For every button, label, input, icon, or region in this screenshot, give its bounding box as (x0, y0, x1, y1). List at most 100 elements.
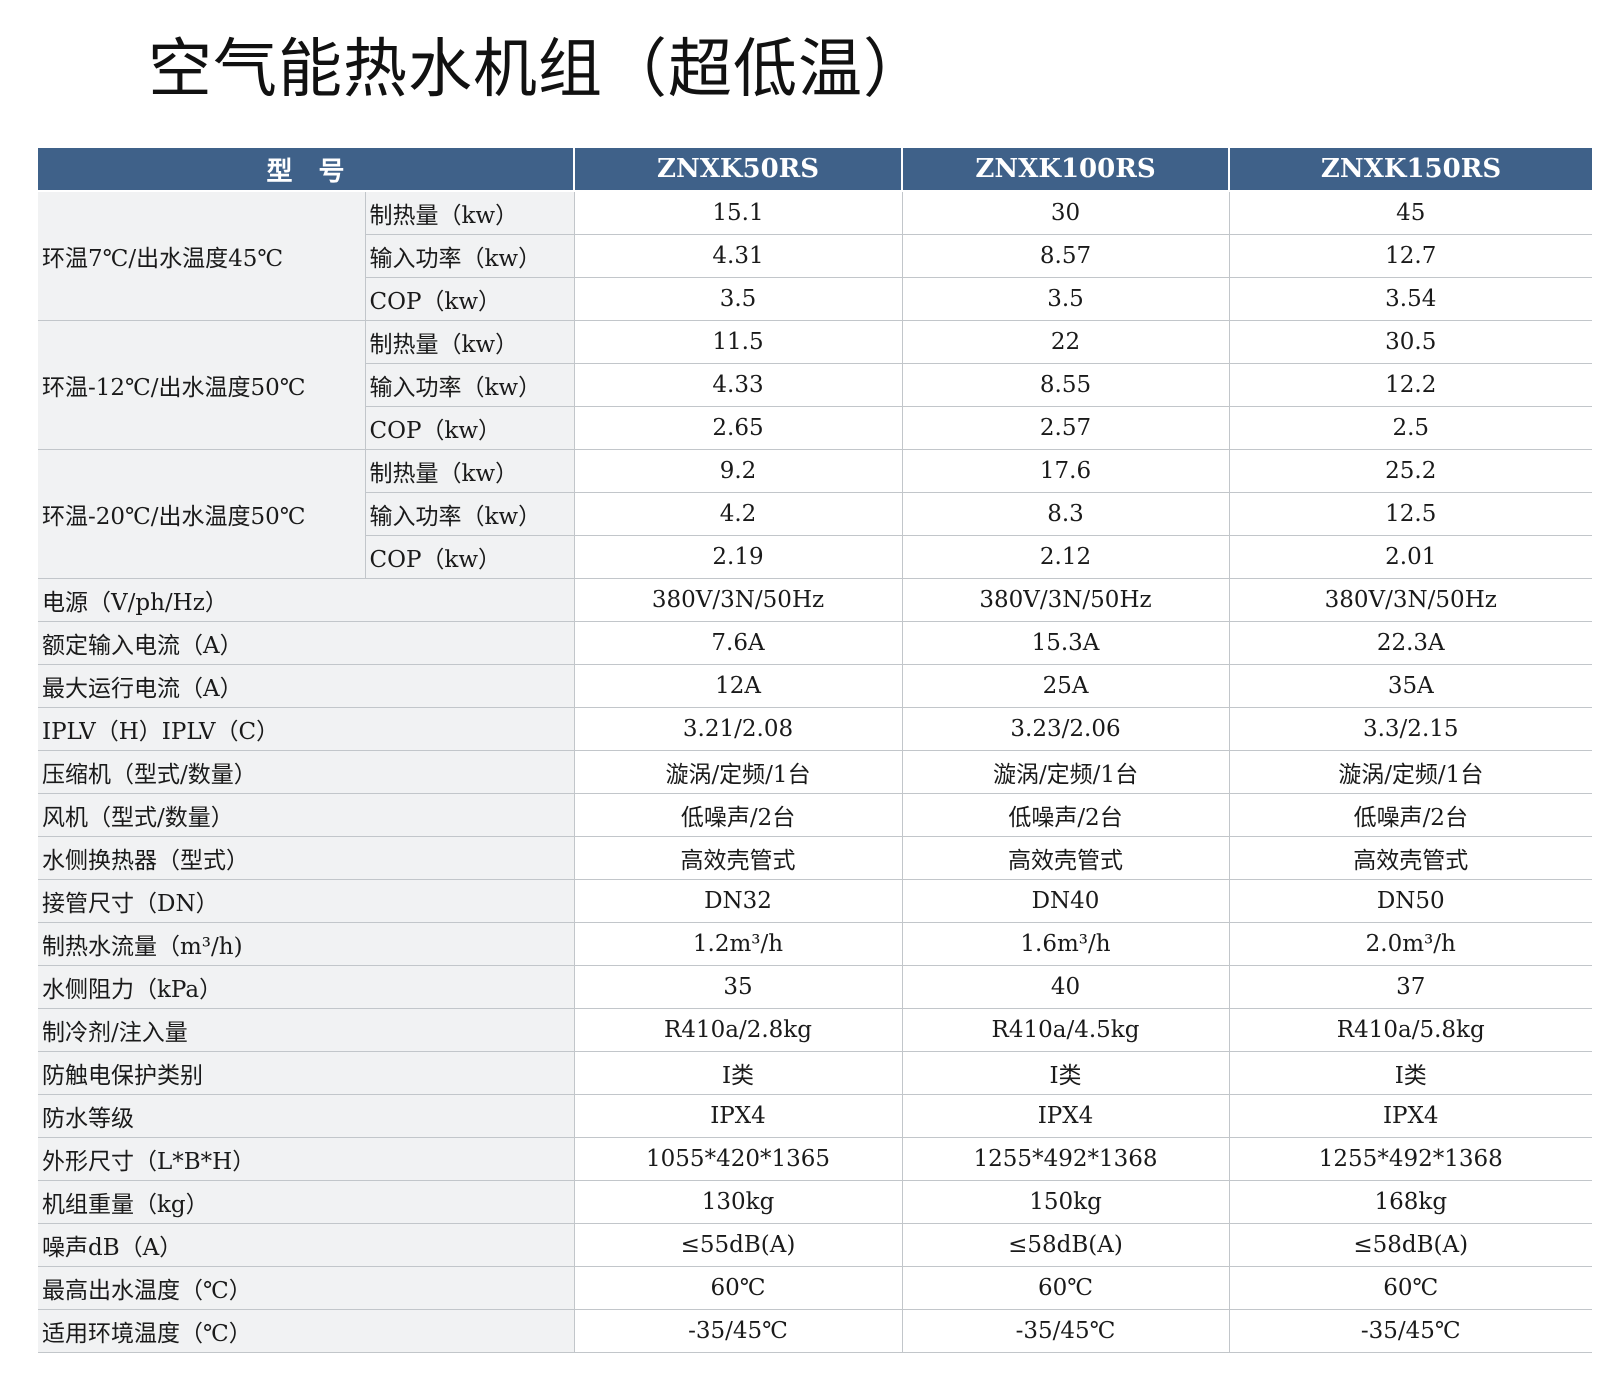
parameter-label: 制冷剂/注入量 (38, 1008, 575, 1052)
table-row: 环温7℃/出水温度45℃ 制热量（kw） 15.1 30 45 (38, 191, 1593, 321)
value-cell: 3.3/2.15 (1229, 707, 1593, 751)
value-cell: I类 (1229, 1051, 1593, 1095)
header-row: 型 号 ZNXK50RS ZNXK100RS ZNXK150RS (38, 148, 1593, 192)
parameter-label: 制热量（kw） (365, 191, 575, 235)
value-cell: ≤58dB(A) (902, 1223, 1230, 1267)
parameter-label: 输入功率（kw） (365, 492, 575, 536)
value-cell: 3.5 (574, 277, 903, 321)
parameter-label: 接管尺寸（DN） (38, 879, 575, 923)
value-cell: 22.3A (1229, 621, 1593, 665)
table-row: 外形尺寸（L*B*H） 1055*420*1365 1255*492*1368 125… (38, 1137, 1593, 1181)
model-header: ZNXK150RS (1229, 148, 1593, 192)
model-header: ZNXK100RS (902, 148, 1231, 192)
value-cell: IPX4 (574, 1094, 903, 1138)
value-cell: 45 (1229, 191, 1593, 235)
parameter-label: 电源（V/ph/Hz） (38, 578, 575, 622)
value-cell: 低噪声/2台 (902, 793, 1230, 837)
value-cell: 8.55 (902, 363, 1230, 407)
value-cell: IPX4 (902, 1094, 1230, 1138)
value-cell: R410a/5.8kg (1229, 1008, 1593, 1052)
table-row: 水侧换热器（型式） 高效壳管式 高效壳管式 高效壳管式 (38, 836, 1593, 880)
value-cell: -35/45℃ (574, 1309, 903, 1353)
value-cell: 37 (1229, 965, 1593, 1009)
value-cell: 40 (902, 965, 1230, 1009)
value-cell: 35A (1229, 664, 1593, 708)
table-row: 制冷剂/注入量 R410a/2.8kg R410a/4.5kg R410a/5.8kg (38, 1008, 1593, 1052)
parameter-label: IPLV（H）IPLV（C） (38, 707, 575, 751)
value-cell: ≤58dB(A) (1229, 1223, 1593, 1267)
value-cell: 4.31 (574, 234, 903, 278)
value-cell: DN32 (574, 879, 903, 923)
condition-label: 环温7℃/出水温度45℃ (38, 191, 366, 321)
parameter-label: 水侧换热器（型式） (38, 836, 575, 880)
parameter-label: 压缩机（型式/数量） (38, 750, 575, 794)
value-cell: 60℃ (574, 1266, 903, 1310)
value-cell: I类 (902, 1051, 1230, 1095)
value-cell: 8.3 (902, 492, 1230, 536)
parameter-label: COP（kw） (365, 406, 575, 450)
value-cell: 9.2 (574, 449, 903, 493)
table-row: 环温-12℃/出水温度50℃ 制热量（kw） 11.5 22 30.5 (38, 320, 1593, 450)
value-cell: 高效壳管式 (902, 836, 1230, 880)
value-cell: ≤55dB(A) (574, 1223, 903, 1267)
table-row: COP（kw） 2.19 2.12 2.01 (38, 535, 1593, 579)
value-cell: 1.6m³/h (902, 922, 1230, 966)
value-cell: 30 (902, 191, 1230, 235)
value-cell: 3.5 (902, 277, 1230, 321)
table-row: 制热水流量（m³/h) 1.2m³/h 1.6m³/h 2.0m³/h (38, 922, 1593, 966)
parameter-label: 机组重量（kg） (38, 1180, 575, 1224)
value-cell: 60℃ (902, 1266, 1230, 1310)
value-cell: R410a/2.8kg (574, 1008, 903, 1052)
value-cell: 漩涡/定频/1台 (902, 750, 1230, 794)
parameter-label: 最大运行电流（A） (38, 664, 575, 708)
value-cell: 12.2 (1229, 363, 1593, 407)
value-cell: 漩涡/定频/1台 (1229, 750, 1593, 794)
table-row: 接管尺寸（DN） DN32 DN40 DN50 (38, 879, 1593, 923)
value-cell: 2.5 (1229, 406, 1593, 450)
table-row: COP（kw） 3.5 3.5 3.54 (38, 277, 1593, 321)
parameter-label: 风机（型式/数量） (38, 793, 575, 837)
parameter-label: 制热量（kw） (365, 449, 575, 493)
value-cell: 1.2m³/h (574, 922, 903, 966)
value-cell: 漩涡/定频/1台 (574, 750, 903, 794)
value-cell: 35 (574, 965, 903, 1009)
value-cell: 2.0m³/h (1229, 922, 1593, 966)
value-cell: 4.33 (574, 363, 903, 407)
parameter-label: 防触电保护类别 (38, 1051, 575, 1095)
condition-label: 环温-20℃/出水温度50℃ (38, 449, 366, 579)
value-cell: 2.65 (574, 406, 903, 450)
value-cell: 12A (574, 664, 903, 708)
table-row: 噪声dB（A） ≤55dB(A) ≤58dB(A) ≤58dB(A) (38, 1223, 1593, 1267)
value-cell: 17.6 (902, 449, 1230, 493)
table-row: 额定输入电流（A） 7.6A 15.3A 22.3A (38, 621, 1593, 665)
table-row: 电源（V/ph/Hz） 380V/3N/50Hz 380V/3N/50Hz 380V/… (38, 578, 1593, 622)
value-cell: 3.54 (1229, 277, 1593, 321)
value-cell: 15.1 (574, 191, 903, 235)
value-cell: 2.12 (902, 535, 1230, 579)
value-cell: 高效壳管式 (1229, 836, 1593, 880)
value-cell: 4.2 (574, 492, 903, 536)
value-cell: 168kg (1229, 1180, 1593, 1224)
table-row: 压缩机（型式/数量） 漩涡/定频/1台 漩涡/定频/1台 漩涡/定频/1台 (38, 750, 1593, 794)
value-cell: DN50 (1229, 879, 1593, 923)
table-row: IPLV（H）IPLV（C） 3.21/2.08 3.23/2.06 3.3/2.15 (38, 707, 1593, 751)
value-cell: 1255*492*1368 (902, 1137, 1230, 1181)
parameter-label: 水侧阻力（kPa） (38, 965, 575, 1009)
value-cell: 380V/3N/50Hz (1229, 578, 1593, 622)
table-row: 防水等级 IPX4 IPX4 IPX4 (38, 1094, 1593, 1138)
model-header: 型 号 (38, 148, 576, 192)
value-cell: -35/45℃ (902, 1309, 1230, 1353)
table-row: 输入功率（kw） 4.2 8.3 12.5 (38, 492, 1593, 536)
value-cell: 150kg (902, 1180, 1230, 1224)
value-cell: I类 (574, 1051, 903, 1095)
value-cell: 25A (902, 664, 1230, 708)
value-cell: 1055*420*1365 (574, 1137, 903, 1181)
table-row: 环温-20℃/出水温度50℃ 制热量（kw） 9.2 17.6 25.2 (38, 449, 1593, 579)
value-cell: 高效壳管式 (574, 836, 903, 880)
parameter-label: 输入功率（kw） (365, 234, 575, 278)
parameter-label: 输入功率（kw） (365, 363, 575, 407)
value-cell: 3.23/2.06 (902, 707, 1230, 751)
condition-label: 环温-12℃/出水温度50℃ (38, 320, 366, 450)
parameter-label: 额定输入电流（A） (38, 621, 575, 665)
table-row: 最高出水温度（℃） 60℃ 60℃ 60℃ (38, 1266, 1593, 1310)
